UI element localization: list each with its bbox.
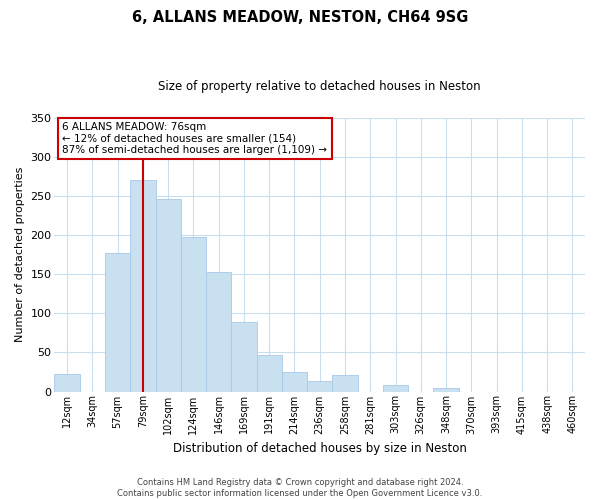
Bar [282,372,307,392]
Bar [55,374,80,392]
Title: Size of property relative to detached houses in Neston: Size of property relative to detached ho… [158,80,481,93]
Text: 6 ALLANS MEADOW: 76sqm
← 12% of detached houses are smaller (154)
87% of semi-de: 6 ALLANS MEADOW: 76sqm ← 12% of detached… [62,122,328,155]
Bar [257,355,282,392]
Bar [130,180,155,392]
Text: Contains HM Land Registry data © Crown copyright and database right 2024.
Contai: Contains HM Land Registry data © Crown c… [118,478,482,498]
Bar [206,272,232,392]
Text: 6, ALLANS MEADOW, NESTON, CH64 9SG: 6, ALLANS MEADOW, NESTON, CH64 9SG [132,10,468,25]
Bar [332,375,358,392]
Bar [383,386,408,392]
Bar [155,199,181,392]
X-axis label: Distribution of detached houses by size in Neston: Distribution of detached houses by size … [173,442,467,455]
Bar [181,236,206,392]
Bar [307,380,332,392]
Bar [232,322,257,392]
Bar [105,253,130,392]
Y-axis label: Number of detached properties: Number of detached properties [15,167,25,342]
Bar [433,388,458,392]
